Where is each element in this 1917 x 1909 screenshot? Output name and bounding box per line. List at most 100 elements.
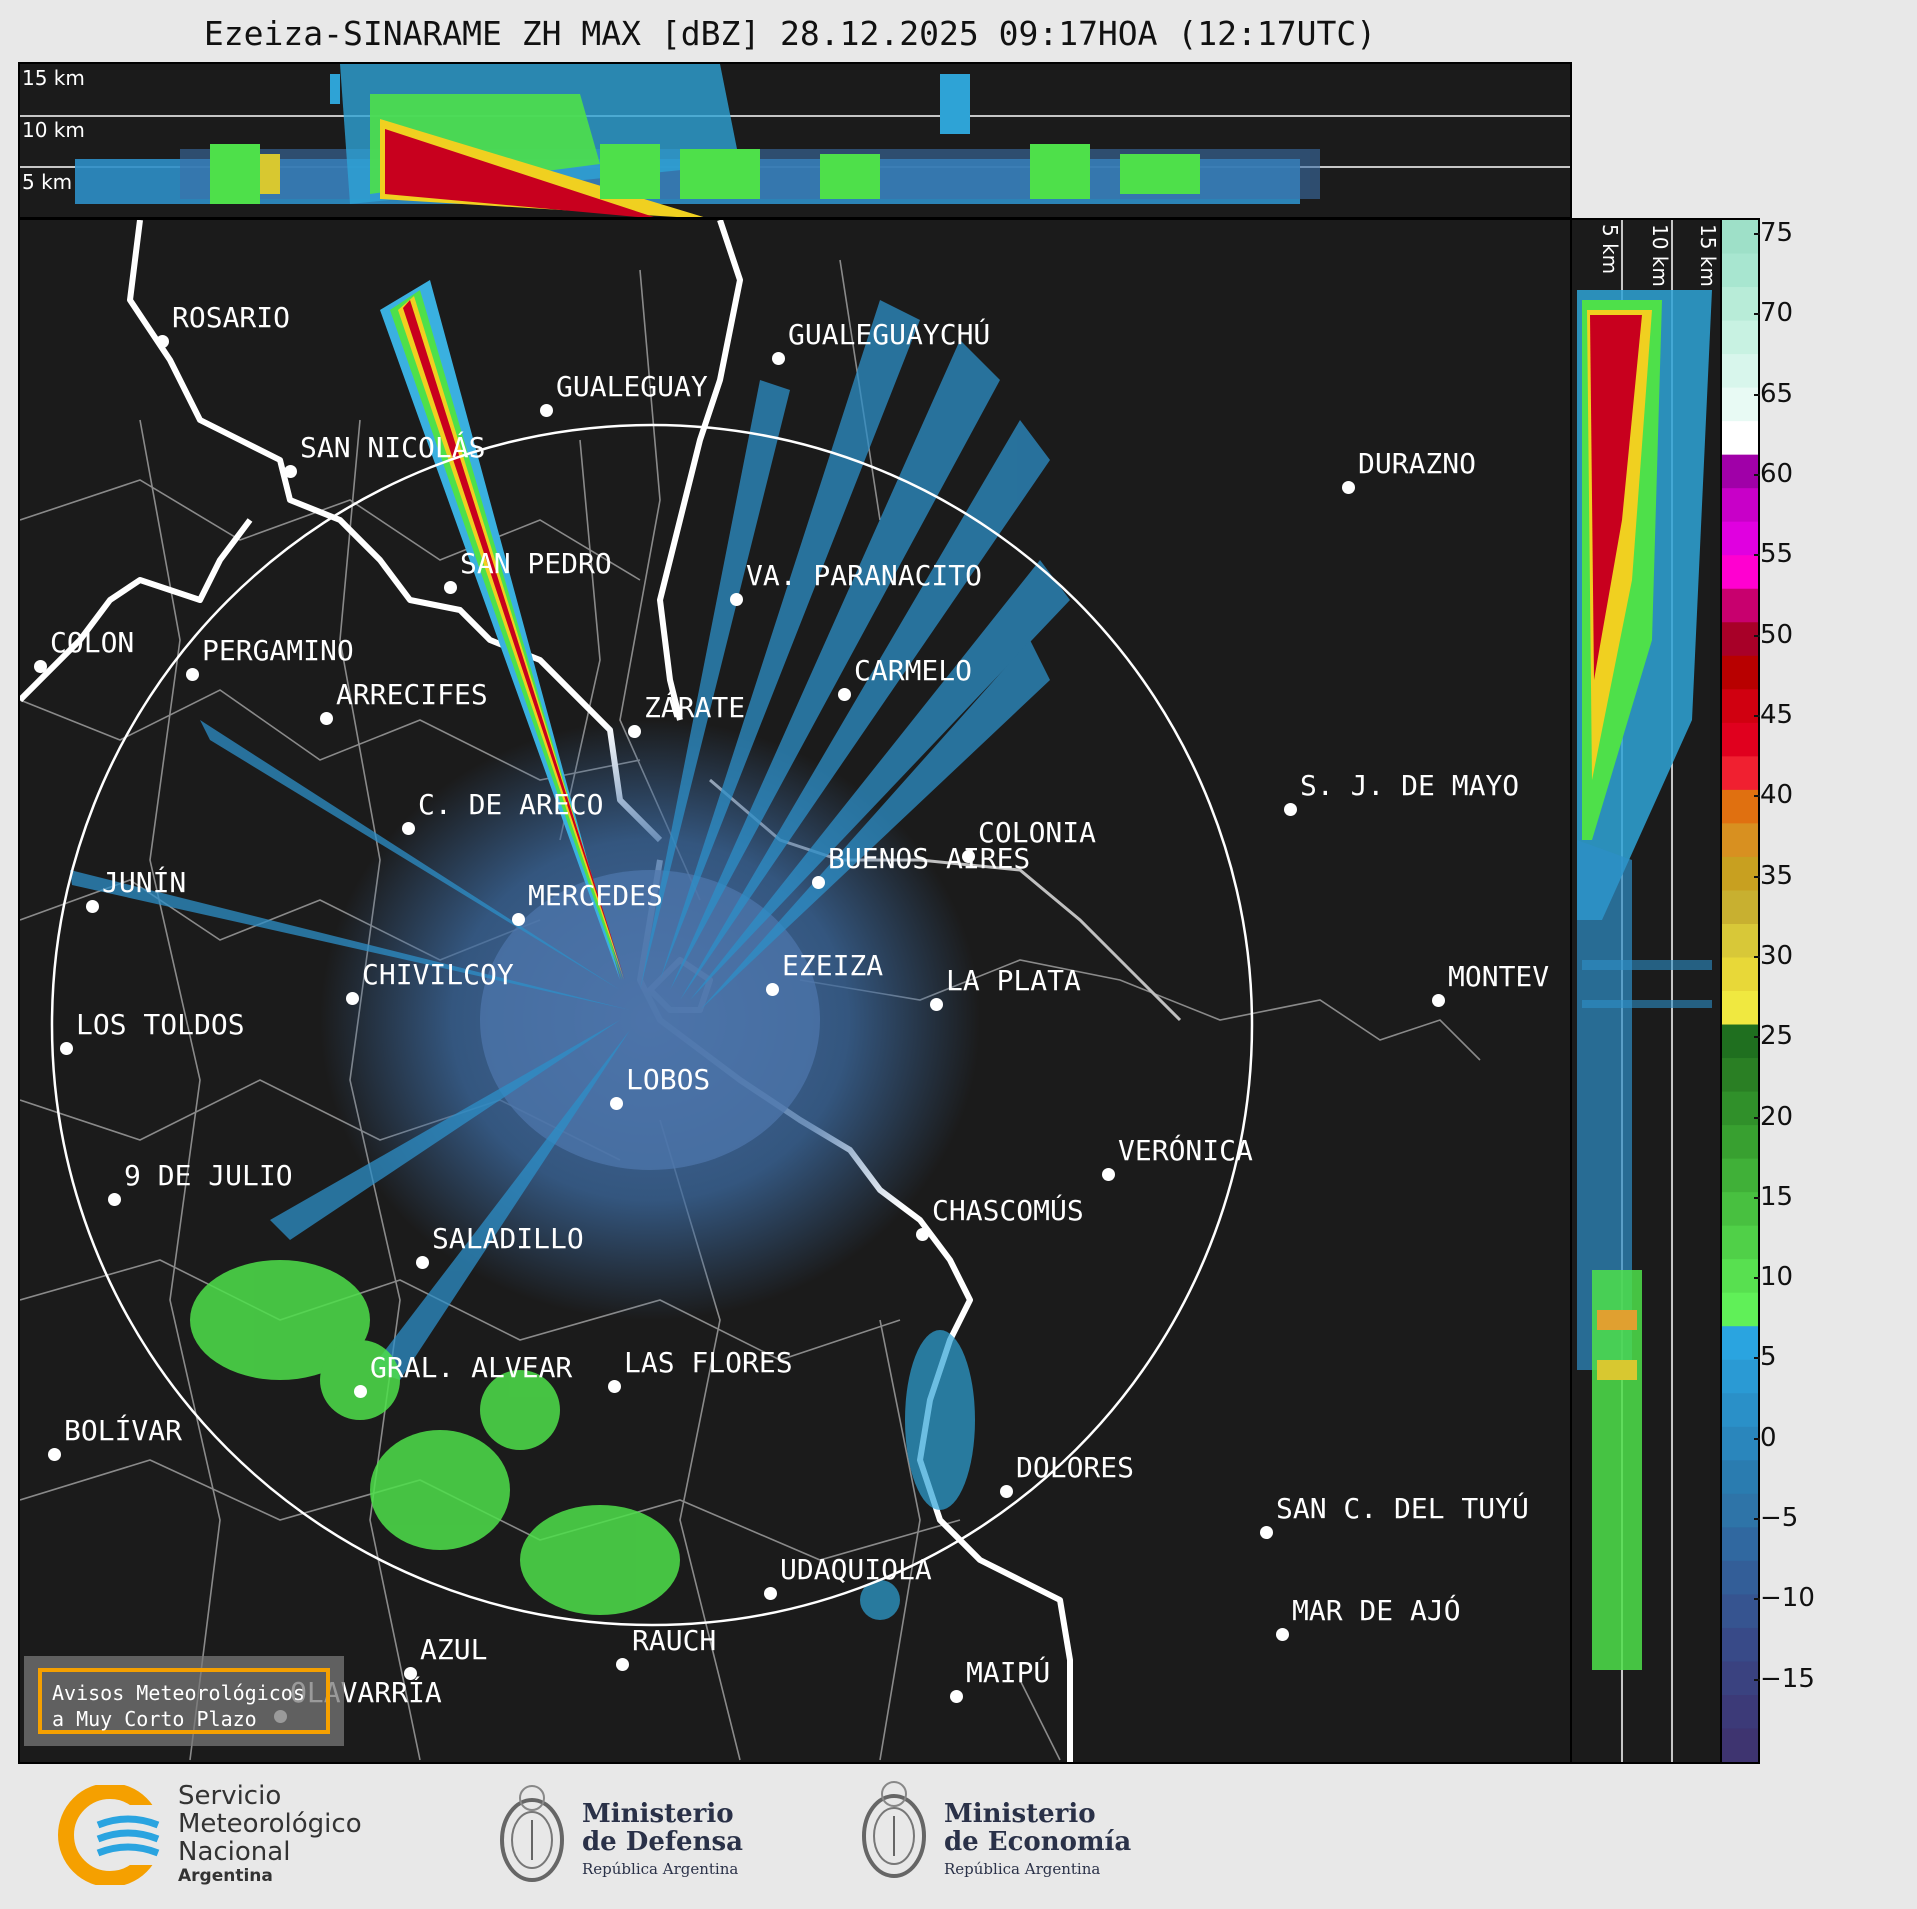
city-dot	[48, 1448, 61, 1461]
city-dot	[156, 335, 169, 348]
colorbar-segment	[1722, 1292, 1758, 1328]
city-dot	[1284, 803, 1297, 816]
colorbar-segment	[1722, 923, 1758, 959]
city-label: 9 DE JULIO	[124, 1159, 293, 1192]
city-dot	[540, 404, 553, 417]
city-label: CHASCOMÚS	[932, 1194, 1084, 1227]
city-dot	[766, 983, 779, 996]
colorbar-tick: −15	[1754, 1663, 1815, 1694]
colorbar-segment	[1722, 890, 1758, 925]
colorbar-tick: 35	[1753, 860, 1794, 891]
city-dot	[1260, 1526, 1273, 1539]
colorbar-segment	[1722, 253, 1758, 289]
city-label: UDAQUIOLA	[780, 1553, 932, 1586]
defensa-seal	[494, 1780, 570, 1892]
smn-logo-text: Servicio Meteorológico Nacional Argentin…	[178, 1782, 362, 1886]
colorbar-segment	[1722, 1058, 1758, 1093]
city-dot	[284, 465, 297, 478]
city-dot	[1342, 481, 1355, 494]
colorbar-tick: 75	[1753, 218, 1794, 249]
city-dot	[616, 1658, 629, 1671]
city-dot	[1432, 994, 1445, 1007]
colorbar-segment	[1722, 957, 1758, 992]
city-label: BOLÍVAR	[64, 1414, 183, 1447]
city-dot	[108, 1193, 121, 1206]
colorbar-segment	[1722, 1426, 1758, 1462]
smn-line4: Argentina	[178, 1866, 273, 1886]
colorbar-segment	[1722, 1728, 1758, 1763]
colorbar-segment	[1722, 220, 1758, 255]
city-label: MERCEDES	[528, 879, 663, 912]
city-dot	[1276, 1628, 1289, 1641]
colorbar-segment	[1722, 387, 1758, 423]
economia-logo-text: Ministerio de Economía	[944, 1800, 1131, 1856]
colorbar-segment	[1722, 1393, 1758, 1428]
city-dot	[608, 1380, 621, 1393]
colorbar	[1720, 218, 1760, 1764]
echo-rays-ne	[70, 300, 1070, 1380]
city-label: COLON	[50, 626, 135, 659]
city-label: MONTEV	[1448, 960, 1550, 993]
city-dot	[772, 352, 785, 365]
side-altitude-label-10: 10 km	[1648, 224, 1672, 287]
city-label: JUNÍN	[102, 866, 187, 899]
colorbar-tick: −5	[1753, 1503, 1799, 1534]
city-label: RAUCH	[632, 1624, 717, 1657]
city-label: VA. PARANACITO	[746, 559, 983, 592]
avisos-box[interactable]: Avisos Meteorológicos a Muy Corto Plazo	[24, 1656, 344, 1746]
colorbar-tick: 55	[1753, 539, 1794, 570]
colorbar-segment	[1722, 320, 1758, 356]
defensa-seal-icon	[500, 1785, 564, 1882]
colorbar-tick: 20	[1753, 1101, 1794, 1132]
city-label: COLONIA	[978, 816, 1097, 849]
defensa-logo-text: Ministerio de Defensa	[582, 1800, 743, 1856]
colorbar-tick: 45	[1753, 699, 1794, 730]
colorbar-tick: −10	[1754, 1583, 1815, 1614]
colorbar-tick: 40	[1753, 780, 1794, 811]
city-label: ROSARIO	[172, 301, 291, 334]
colorbar-segment	[1722, 287, 1758, 322]
smn-logo	[58, 1783, 168, 1887]
colorbar-tick: 0	[1754, 1422, 1777, 1453]
smn-logo-icon	[58, 1783, 168, 1887]
city-label: S. J. DE MAYO	[1300, 769, 1520, 802]
city-dot	[416, 1256, 429, 1269]
colorbar-segment	[1722, 655, 1758, 691]
economia-line2: de Economía	[944, 1827, 1132, 1857]
city-label: LA PLATA	[946, 964, 1081, 997]
colorbar-segment	[1722, 722, 1758, 758]
city-label: LOS TOLDOS	[76, 1008, 245, 1041]
colorbar-segment	[1722, 823, 1758, 858]
smn-line1: Servicio	[178, 1781, 282, 1811]
city-dot	[354, 1385, 367, 1398]
city-label: LAS FLORES	[624, 1346, 793, 1379]
city-label: ARRECIFES	[336, 678, 488, 711]
defensa-line2: de Defensa	[582, 1827, 743, 1857]
colorbar-tick: 65	[1753, 378, 1794, 409]
city-label: BUENOS AIRES	[828, 842, 1031, 875]
side-altitude-label-15: 15 km	[1696, 224, 1720, 287]
defensa-line3: República Argentina	[582, 1860, 739, 1878]
avisos-line1: Avisos Meteorológicos	[52, 1681, 305, 1705]
colorbar-segment	[1722, 1125, 1758, 1160]
city-dot	[60, 1042, 73, 1055]
colorbar-tick: 60	[1753, 459, 1794, 489]
colorbar-tick: 30	[1753, 940, 1794, 971]
colorbar-segment	[1722, 622, 1758, 657]
city-dot	[34, 660, 47, 673]
side-altitude-label-5: 5 km	[1598, 224, 1622, 275]
city-label: VERÓNICA	[1118, 1134, 1253, 1167]
colorbar-segment	[1722, 1493, 1758, 1529]
top-cross-section-svg	[20, 64, 1570, 217]
city-label: ZÁRATE	[644, 691, 746, 724]
colorbar-tick: 5	[1754, 1342, 1777, 1373]
colorbar-segment	[1722, 856, 1758, 892]
colorbar-tick: 10	[1753, 1262, 1794, 1293]
city-dot	[320, 712, 333, 725]
city-dot	[916, 1228, 929, 1241]
city-dot	[838, 688, 851, 701]
colorbar-tick: 70	[1753, 298, 1794, 329]
city-dot	[1000, 1485, 1013, 1498]
colorbar-segment	[1722, 1192, 1758, 1227]
city-label: MAIPÚ	[966, 1656, 1051, 1689]
